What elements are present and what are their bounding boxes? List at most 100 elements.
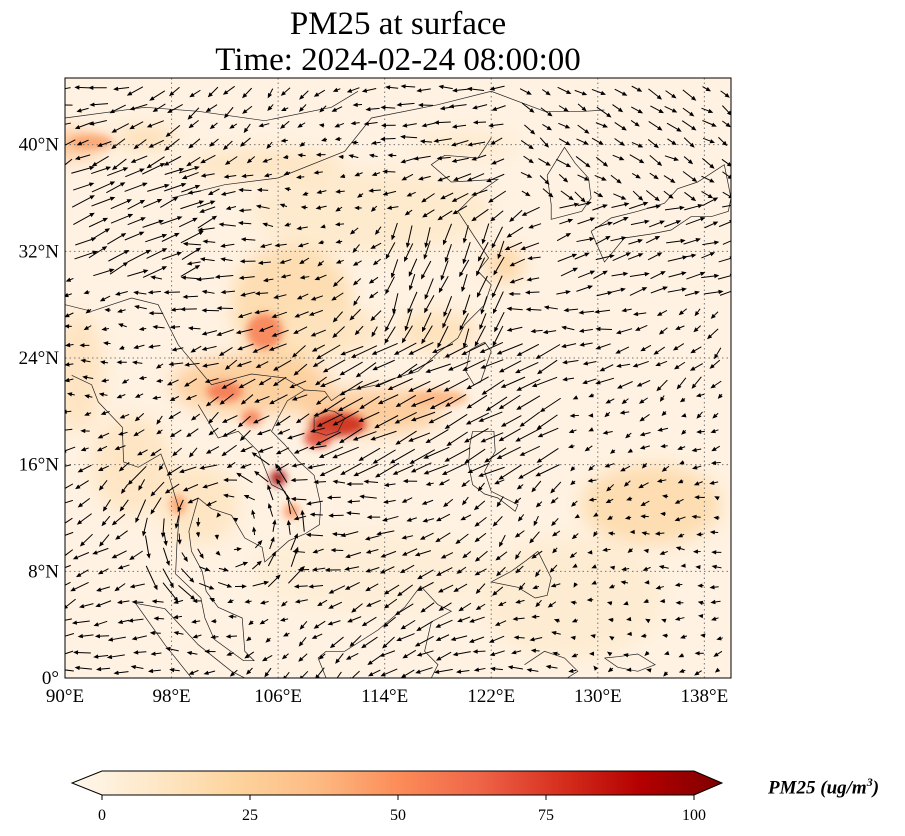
wind-arrow bbox=[552, 547, 558, 554]
wind-arrow bbox=[196, 517, 201, 528]
wind-arrow bbox=[476, 257, 486, 277]
wind-arrow bbox=[164, 183, 187, 192]
wind-arrow bbox=[422, 518, 435, 523]
wind-arrow bbox=[180, 200, 205, 210]
wind-arrow bbox=[358, 447, 381, 461]
colorbar-title-suffix: ) bbox=[872, 777, 880, 799]
wind-arrow bbox=[252, 580, 270, 587]
wind-arrow bbox=[297, 122, 306, 128]
wind-arrow bbox=[665, 90, 677, 99]
wind-arrow bbox=[306, 500, 323, 506]
wind-arrow bbox=[65, 531, 74, 536]
wind-arrow bbox=[421, 193, 435, 203]
wind-arrow bbox=[89, 119, 107, 126]
wind-arrow bbox=[474, 325, 486, 347]
wind-arrow bbox=[419, 532, 434, 540]
wind-arrow bbox=[440, 552, 454, 559]
wind-arrow bbox=[561, 343, 577, 349]
wind-arrow bbox=[124, 231, 145, 241]
wind-arrow bbox=[133, 429, 145, 437]
wind-arrow bbox=[106, 654, 125, 660]
wind-arrow bbox=[617, 381, 633, 389]
wind-arrow bbox=[630, 219, 650, 226]
wind-arrow bbox=[718, 136, 728, 146]
wind-arrow bbox=[588, 413, 594, 418]
wind-arrow bbox=[446, 431, 468, 446]
wind-arrow bbox=[357, 193, 364, 198]
wind-arrow bbox=[76, 569, 89, 578]
wind-arrow bbox=[116, 394, 126, 399]
wind-arrow bbox=[424, 294, 435, 314]
wind-arrow bbox=[433, 138, 452, 143]
wind-arrow bbox=[142, 517, 148, 537]
wind-arrow bbox=[387, 378, 413, 390]
wind-arrow bbox=[436, 651, 452, 661]
wind-arrow bbox=[438, 84, 453, 90]
wind-arrow bbox=[188, 119, 199, 129]
coastline-segment bbox=[468, 430, 519, 512]
wind-arrow bbox=[354, 172, 363, 177]
wind-arrow bbox=[98, 392, 108, 397]
wind-arrow bbox=[290, 477, 308, 483]
wind-arrow bbox=[201, 330, 218, 336]
wind-arrow bbox=[80, 428, 90, 434]
wind-arrow bbox=[489, 85, 505, 91]
wind-arrow bbox=[709, 359, 721, 369]
wind-arrow bbox=[426, 380, 451, 393]
wind-arrow bbox=[354, 325, 364, 336]
wind-arrow bbox=[150, 448, 162, 457]
wind-arrow bbox=[478, 411, 503, 422]
wind-arrow bbox=[572, 395, 579, 400]
wind-arrow bbox=[385, 276, 395, 295]
wind-arrow bbox=[236, 472, 253, 484]
wind-arrow bbox=[196, 277, 215, 282]
wind-arrow bbox=[711, 564, 722, 570]
wind-arrow bbox=[519, 445, 541, 456]
wind-arrow bbox=[593, 531, 598, 537]
wind-arrow bbox=[392, 464, 414, 475]
wind-arrow bbox=[217, 581, 233, 588]
wind-arrow bbox=[685, 217, 706, 226]
wind-arrow bbox=[310, 295, 324, 301]
wind-arrow bbox=[160, 196, 179, 208]
wind-arrow bbox=[531, 480, 542, 493]
wind-arrow bbox=[464, 448, 486, 464]
wind-arrow bbox=[574, 252, 590, 260]
wind-arrow bbox=[275, 447, 290, 455]
wind-arrow bbox=[161, 251, 183, 260]
wind-arrow bbox=[390, 259, 399, 279]
wind-arrow bbox=[520, 171, 533, 178]
wind-arrow bbox=[645, 236, 661, 244]
wind-arrow bbox=[467, 86, 485, 92]
wind-arrow bbox=[171, 347, 184, 352]
wind-arrow bbox=[649, 172, 659, 180]
wind-arrow bbox=[335, 259, 344, 264]
wind-arrow bbox=[351, 140, 359, 145]
wind-arrow bbox=[76, 513, 92, 525]
wind-arrow bbox=[65, 87, 71, 90]
wind-arrow bbox=[96, 586, 111, 592]
wind-arrow bbox=[549, 564, 558, 573]
coastline-segment bbox=[71, 137, 500, 662]
wind-arrow bbox=[292, 345, 306, 358]
wind-arrow bbox=[223, 174, 237, 179]
wind-arrow bbox=[168, 361, 184, 367]
longitude-tick-label: 106°E bbox=[254, 686, 302, 707]
pm25-patch bbox=[581, 464, 722, 545]
wind-arrow bbox=[401, 173, 414, 181]
wind-arrow bbox=[148, 139, 165, 148]
wind-arrow bbox=[367, 654, 382, 665]
wind-arrow bbox=[275, 415, 291, 426]
wind-arrow bbox=[254, 540, 263, 549]
wind-arrow bbox=[173, 631, 184, 636]
wind-arrow bbox=[238, 378, 256, 389]
wind-arrow bbox=[371, 326, 378, 338]
wind-arrow bbox=[536, 414, 558, 430]
wind-arrow bbox=[466, 173, 485, 182]
wind-arrow bbox=[620, 465, 631, 472]
wind-arrow bbox=[656, 379, 668, 392]
colorbar-tick-label: 75 bbox=[538, 807, 554, 824]
wind-arrow bbox=[93, 268, 115, 277]
wind-arrow bbox=[568, 444, 575, 449]
wind-arrow bbox=[254, 309, 269, 315]
